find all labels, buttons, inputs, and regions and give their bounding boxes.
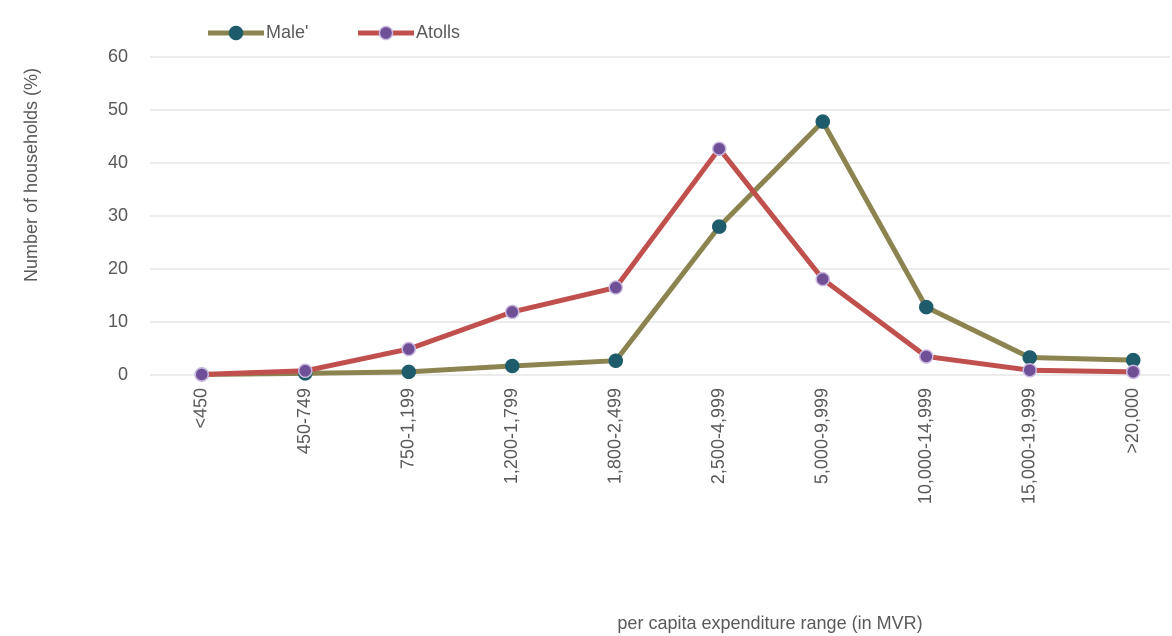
legend-marker [378, 25, 394, 41]
data-point [401, 364, 416, 380]
y-tick-label: 40 [108, 152, 128, 172]
data-point [505, 304, 520, 320]
data-point [194, 367, 209, 382]
data-point [401, 341, 416, 357]
data-point [919, 349, 934, 364]
data-point [608, 353, 623, 368]
data-point [1022, 350, 1037, 365]
y-tick-label: 0 [118, 364, 128, 384]
data-point [1126, 364, 1141, 380]
data-point [815, 271, 830, 287]
x-tick-label: 5,000-9,999 [812, 388, 832, 484]
data-point [1022, 362, 1037, 378]
legend-marker [228, 25, 244, 41]
series-line [201, 146, 1134, 377]
x-tick-label: 1,200-1,799 [501, 388, 521, 484]
x-tick-label: 2,500-4,999 [708, 388, 728, 484]
x-tick-label: <450 [191, 388, 211, 429]
x-tick-label: >20,000 [1122, 388, 1142, 454]
x-tick-label: 1,800-2,499 [605, 388, 625, 484]
x-axis-label: per capita expenditure range (in MVR) [617, 613, 922, 633]
legend-label: Male' [266, 22, 308, 42]
x-tick-label: 750-1,199 [398, 388, 418, 469]
data-point [608, 280, 623, 295]
data-point [505, 358, 520, 374]
y-tick-label: 60 [108, 46, 128, 66]
data-point [712, 141, 727, 156]
x-tick-label: 15,000-19,999 [1019, 388, 1039, 504]
data-point [919, 299, 934, 315]
data-point [815, 114, 830, 129]
y-tick-label: 20 [108, 258, 128, 278]
y-tick-label: 10 [108, 311, 128, 331]
x-tick-label: 450-749 [294, 388, 314, 454]
y-tick-label: 50 [108, 99, 128, 119]
data-point [298, 363, 313, 379]
series-line [201, 119, 1134, 377]
data-point [712, 219, 727, 234]
legend-label: Atolls [416, 22, 460, 42]
y-axis-label: Number of households (%) [21, 68, 41, 282]
x-tick-label: 10,000-14,999 [915, 388, 935, 504]
y-tick-label: 30 [108, 205, 128, 225]
